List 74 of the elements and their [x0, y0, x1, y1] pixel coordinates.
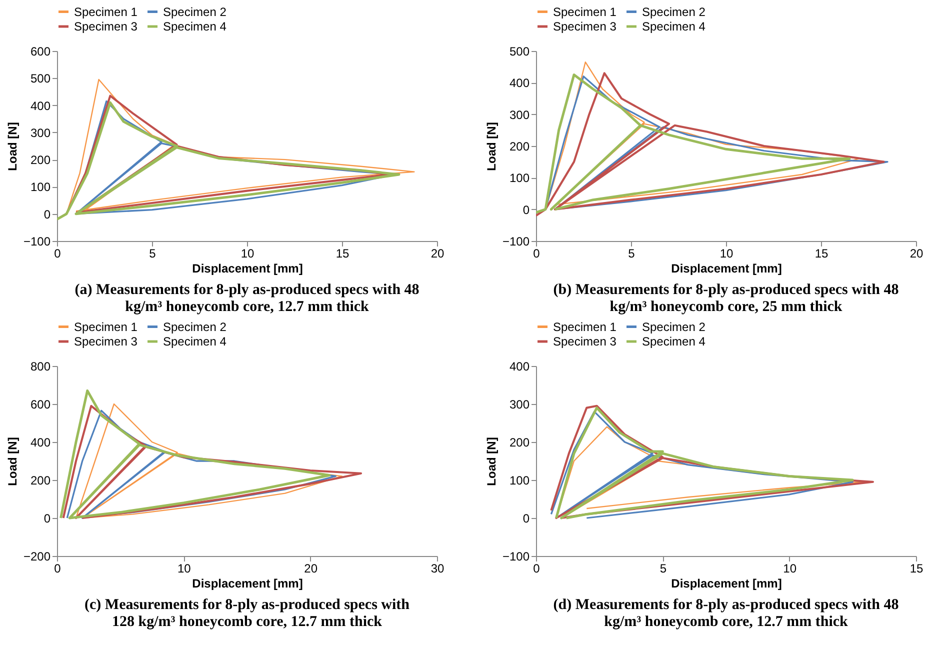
x-tick-label: 10	[240, 246, 254, 260]
y-tick-label: −200	[23, 550, 51, 564]
x-tick-label: 5	[149, 246, 156, 260]
y-tick-label: 400	[30, 98, 51, 113]
legend-label: Specimen 3	[74, 334, 138, 348]
legend-label: Specimen 2	[163, 4, 227, 19]
legend-label: Specimen 1	[74, 4, 138, 19]
text: (a) Measurements for 8-ply as-produced specs with 48 kg/m³ honeycomb core, 12.7 mm thick	[74, 282, 420, 315]
x-axis-title: Displacement [mm]	[671, 576, 782, 590]
x-tick-label: 5	[628, 246, 636, 260]
legend-label: Specimen 1	[553, 320, 617, 334]
legend-label: Specimen 4	[642, 20, 706, 34]
text: (c) Measurements for 8-ply as-produced specs with 128 kg/m³ honeycomb core, 12.7 mm thick	[84, 597, 410, 630]
x-tick-label: 5	[660, 562, 667, 576]
y-tick-label: 0	[44, 207, 51, 222]
legend-label: Specimen 4	[642, 334, 706, 348]
x-tick-label: 15	[910, 562, 924, 576]
y-tick-label: −100	[502, 550, 530, 564]
x-axis-title: Displacement [mm]	[671, 262, 782, 276]
y-tick-label: 300	[509, 108, 530, 122]
y-tick-label: 200	[30, 153, 51, 168]
x-tick-label: 0	[54, 562, 62, 576]
y-tick-label: 0	[44, 512, 51, 526]
legend-label: Specimen 2	[642, 320, 706, 334]
x-tick-label: 15	[336, 246, 350, 260]
y-tick-label: −100	[23, 234, 51, 248]
y-tick-label: 0	[522, 202, 530, 217]
legend-label: Specimen 3	[74, 20, 138, 34]
y-axis-title: Load [N]	[484, 437, 498, 486]
x-tick-label: 30	[430, 562, 444, 576]
x-tick-label: 0	[533, 246, 540, 260]
legend-label: Specimen 1	[553, 4, 617, 19]
x-tick-label: 20	[304, 562, 318, 576]
y-tick-label: 100	[509, 474, 530, 488]
legend-label: Specimen 3	[553, 334, 617, 348]
x-axis-title: Displacement [mm]	[192, 576, 303, 590]
y-tick-label: 400	[30, 436, 51, 450]
y-tick-label: 200	[509, 436, 530, 450]
y-axis-title: Load [N]	[5, 437, 20, 486]
y-tick-label: 500	[509, 44, 530, 58]
x-axis-title: Displacement [mm]	[192, 262, 303, 276]
y-tick-label: 600	[30, 398, 51, 412]
x-tick-label: 15	[814, 246, 828, 260]
legend-label: Specimen 1	[74, 320, 138, 334]
legend-label: Specimen 4	[163, 20, 227, 34]
y-tick-label: 100	[509, 171, 530, 186]
y-tick-label: 400	[509, 360, 530, 374]
legend-label: Specimen 4	[163, 334, 227, 348]
legend-label: Specimen 3	[553, 20, 617, 34]
x-tick-label: 0	[533, 562, 540, 576]
x-tick-label: 10	[783, 562, 797, 576]
y-tick-label: 800	[30, 360, 51, 374]
x-tick-label: 20	[430, 246, 444, 260]
legend-label: Specimen 2	[642, 4, 706, 19]
x-tick-label: 10	[720, 246, 734, 260]
x-tick-label: 10	[177, 562, 192, 576]
y-tick-label: 400	[509, 76, 530, 90]
legend-label: Specimen 2	[163, 320, 227, 334]
x-tick-label: 20	[910, 246, 924, 260]
y-tick-label: 0	[522, 512, 530, 526]
line-series	[60, 389, 331, 520]
y-tick-label: 500	[30, 72, 51, 86]
y-tick-label: 600	[30, 44, 51, 58]
text: (b) Measurements for 8-ply as-produced specs with 48 kg/m³ honeycomb core, 25 mm thick	[553, 282, 899, 315]
y-tick-label: 200	[30, 474, 51, 488]
text: (d) Measurements for 8-ply as-produced specs with 48 kg/m³ honeycomb core, 12.7 mm thick	[553, 597, 899, 630]
y-tick-label: 300	[30, 126, 51, 140]
y-tick-label: −100	[502, 234, 530, 248]
x-tick-label: 0	[54, 246, 62, 260]
y-tick-label: 200	[509, 140, 530, 154]
y-tick-label: 100	[30, 180, 51, 194]
y-axis-title: Load [N]	[484, 122, 498, 171]
y-axis-title: Load [N]	[5, 122, 20, 171]
y-tick-label: 300	[509, 398, 530, 412]
